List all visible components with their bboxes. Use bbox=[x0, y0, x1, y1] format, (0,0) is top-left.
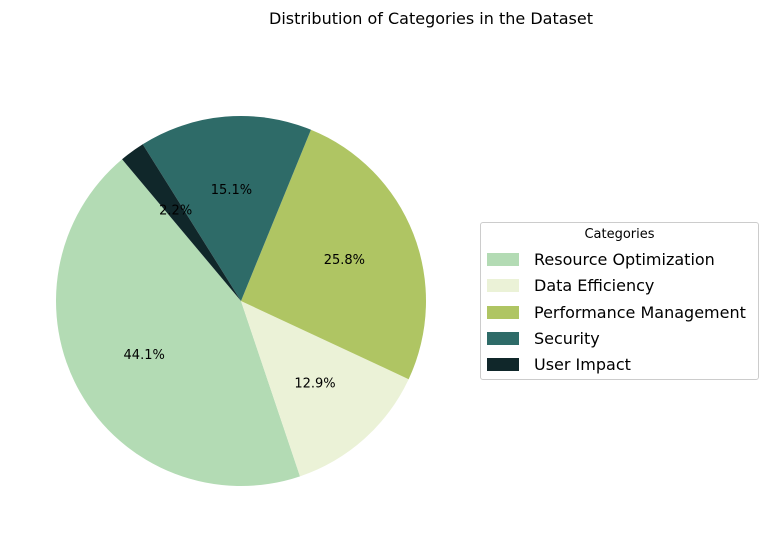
legend-swatch bbox=[487, 278, 519, 292]
legend-label: Data Efficiency bbox=[534, 275, 655, 295]
legend-swatch bbox=[487, 252, 519, 266]
legend-item-performance-management: Performance Management bbox=[487, 302, 746, 322]
pie-slice-performance-management bbox=[241, 129, 426, 380]
legend-swatch bbox=[487, 305, 519, 319]
pie-percent-label: 2.2% bbox=[159, 204, 192, 219]
legend-title: Categories bbox=[584, 227, 655, 242]
legend-label: Performance Management bbox=[534, 302, 746, 322]
pie-percent-label: 44.1% bbox=[124, 348, 165, 363]
legend-item-data-efficiency: Data Efficiency bbox=[487, 275, 654, 295]
legend-label: User Impact bbox=[534, 354, 631, 374]
pie-percent-label: 12.9% bbox=[294, 376, 335, 391]
pie-slice-security bbox=[142, 116, 311, 302]
chart-title: Distribution of Categories in the Datase… bbox=[269, 9, 593, 28]
pie-percent-label: 15.1% bbox=[211, 183, 252, 198]
legend-item-resource-optimization: Resource Optimization bbox=[487, 249, 715, 269]
legend-item-user-impact: User Impact bbox=[487, 354, 631, 374]
legend-swatch bbox=[487, 331, 519, 345]
pie-slice-user-impact bbox=[122, 144, 241, 301]
pie-percent-label: 25.8% bbox=[324, 253, 365, 268]
legend-item-security: Security bbox=[487, 328, 600, 348]
legend: Categories Resource Optimization Data Ef… bbox=[480, 222, 759, 380]
pie-slices bbox=[55, 116, 426, 487]
pie-percent-labels: 44.1% 12.9% 25.8% 15.1% 2.2% bbox=[124, 183, 365, 391]
legend-label: Resource Optimization bbox=[534, 249, 715, 269]
pie-slice-data-efficiency bbox=[241, 301, 409, 477]
pie-slice-resource-optimization bbox=[55, 159, 301, 487]
legend-label: Security bbox=[534, 328, 600, 348]
legend-swatch bbox=[487, 357, 519, 371]
